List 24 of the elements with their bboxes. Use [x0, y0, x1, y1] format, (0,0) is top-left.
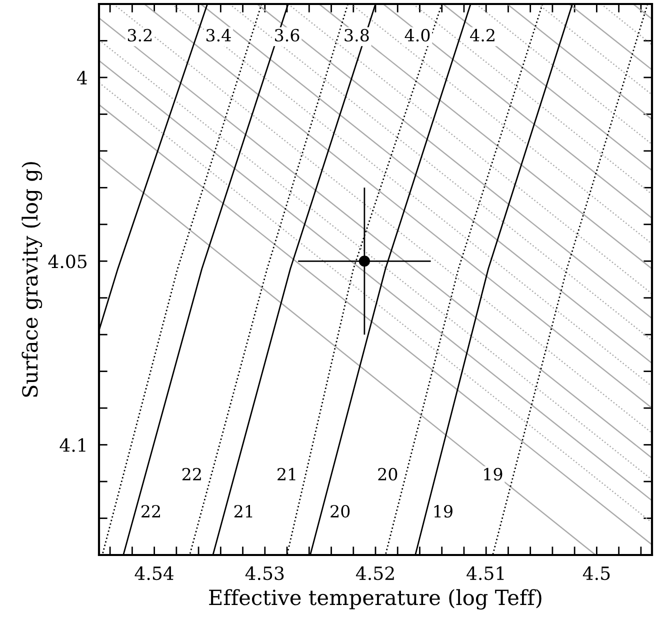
annotation: 4.0	[404, 28, 430, 42]
annotation: 3.6	[275, 28, 300, 42]
annotation: 3.2	[128, 28, 152, 42]
annotation: 20	[330, 504, 350, 518]
annotation: 4.2	[470, 28, 494, 42]
y-tick-label: 4	[76, 70, 87, 84]
x-axis-title: Effective temperature (log Teff)	[209, 589, 542, 610]
x-tick-label: 4.53	[245, 566, 284, 580]
x-tick-label: 4.5	[582, 566, 610, 580]
y-tick-label: 4.05	[48, 254, 86, 268]
annotation: 20	[378, 468, 398, 480]
annotation: 22	[142, 504, 160, 518]
x-tick-label: 4.54	[134, 566, 174, 580]
annotation: 22	[182, 468, 201, 480]
annotation: 21	[278, 468, 296, 480]
y-tick-label: 4.1	[60, 438, 86, 452]
x-tick-label: 4.51	[466, 566, 504, 580]
annotation: 19	[484, 468, 502, 480]
annotation: 3.8	[344, 28, 369, 42]
annotation: 3.4	[206, 28, 231, 42]
annotation: 21	[234, 504, 252, 518]
annotation: 19	[434, 504, 452, 518]
y-axis-title: Surface gravity (log g)	[22, 162, 42, 397]
x-tick-label: 4.52	[356, 566, 394, 580]
